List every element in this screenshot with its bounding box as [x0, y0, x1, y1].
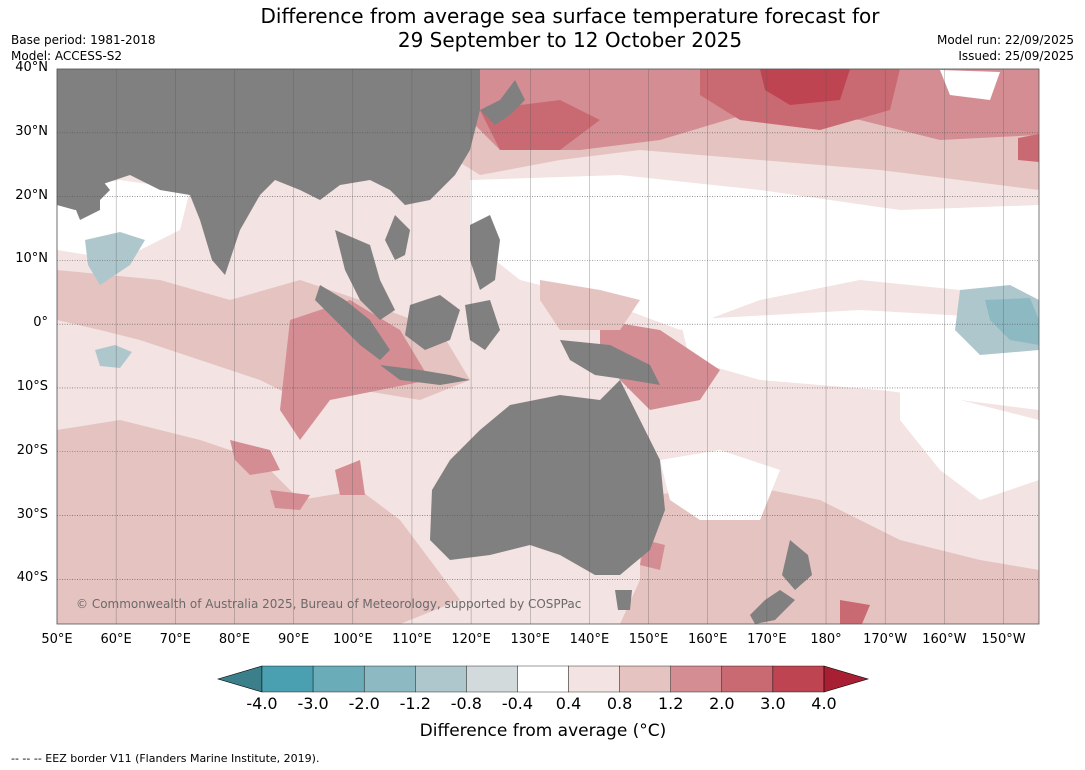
latitude-label: 40°N [15, 60, 48, 75]
colorbar-tick-label: 0.4 [555, 694, 582, 713]
colorbar-segment [619, 665, 671, 693]
colorbar-extend-high [823, 665, 870, 693]
longitude-label: 160°W [922, 632, 967, 647]
longitude-label: 90°E [277, 632, 310, 647]
colorbar-tick-label: -0.8 [450, 694, 482, 713]
colorbar-segment [466, 665, 518, 693]
colorbar-tick-label: 4.0 [811, 694, 837, 713]
map-frame [56, 68, 1040, 625]
latitude-label: 20°S [16, 442, 48, 458]
colorbar-tick-label: -2.0 [348, 694, 380, 713]
issued-date: Issued: 25/09/2025 [958, 49, 1074, 63]
colorbar-tick-label: 3.0 [760, 694, 786, 713]
anomaly-fields [57, 69, 1039, 624]
longitude-label: 180° [810, 632, 842, 647]
longitude-label: 170°W [863, 632, 908, 647]
base-info: Base period: 1981-2018 Model: ACCESS-S2 [11, 32, 156, 64]
colorbar-segment [517, 665, 569, 693]
colorbar-tick-label: 2.0 [709, 694, 735, 713]
latitude-label: 40°S [16, 570, 48, 586]
eez-footnote: -- -- -- EEZ border V11 (Flanders Marine… [11, 752, 320, 765]
longitude-label: 150°E [628, 632, 669, 647]
colorbar-tick-label: 0.8 [606, 694, 633, 713]
longitude-label: 140°E [569, 632, 610, 647]
latitude-label: 0° [33, 315, 48, 331]
title-line-2: 29 September to 12 October 2025 [397, 28, 743, 52]
colorbar-tick-label: -0.4 [501, 694, 534, 713]
longitude-label: 100°E [333, 632, 373, 647]
colorbar-segment [312, 665, 365, 693]
latitude-label: 20°N [15, 187, 48, 203]
map-copyright: © Commonwealth of Australia 2025, Bureau… [76, 597, 582, 611]
colorbar-segment [363, 665, 416, 693]
longitude-label: 150°W [981, 632, 1026, 647]
colorbar [216, 665, 870, 693]
run-info: Model run: 22/09/2025 Issued: 25/09/2025 [937, 32, 1074, 64]
model-run: Model run: 22/09/2025 [936, 33, 1074, 47]
graticule [56, 68, 1039, 624]
colorbar-segment [670, 665, 723, 693]
longitude-label: 50°E [41, 632, 73, 647]
latitude-label: 10°S [16, 378, 48, 394]
colorbar-segment [261, 665, 314, 693]
longitude-label: 120°E [451, 632, 491, 647]
chart-title: Difference from average sea surface temp… [200, 4, 940, 52]
latitude-label: 30°S [16, 506, 48, 522]
longitude-label: 70°E [159, 632, 191, 647]
longitude-label: 60°E [100, 632, 132, 647]
colorbar-tick-label: 1.2 [657, 694, 684, 713]
land-masses [57, 69, 812, 624]
colorbar-extend-low [216, 665, 263, 693]
latitude-label: 10°N [15, 251, 48, 267]
colorbar-segment [415, 665, 467, 693]
longitude-label: 130°E [510, 632, 551, 647]
colorbar-tick-label: -1.2 [399, 694, 431, 713]
colorbar-segment [772, 665, 825, 693]
model-name: Model: ACCESS-S2 [11, 49, 123, 63]
longitude-label: 170°E [747, 632, 787, 647]
colorbar-tick-label: -3.0 [297, 694, 329, 713]
colorbar-label: Difference from average (°C) [419, 721, 667, 741]
colorbar-tick-label: -4.0 [246, 694, 278, 713]
longitude-label: 80°E [218, 632, 251, 647]
base-period: Base period: 1981-2018 [11, 33, 156, 47]
longitude-label: 160°E [687, 632, 728, 647]
colorbar-segment [568, 665, 620, 693]
longitude-label: 110°E [392, 632, 432, 647]
title-line-1: Difference from average sea surface temp… [260, 4, 880, 28]
latitude-label: 30°N [15, 123, 48, 139]
colorbar-segment [721, 665, 774, 693]
